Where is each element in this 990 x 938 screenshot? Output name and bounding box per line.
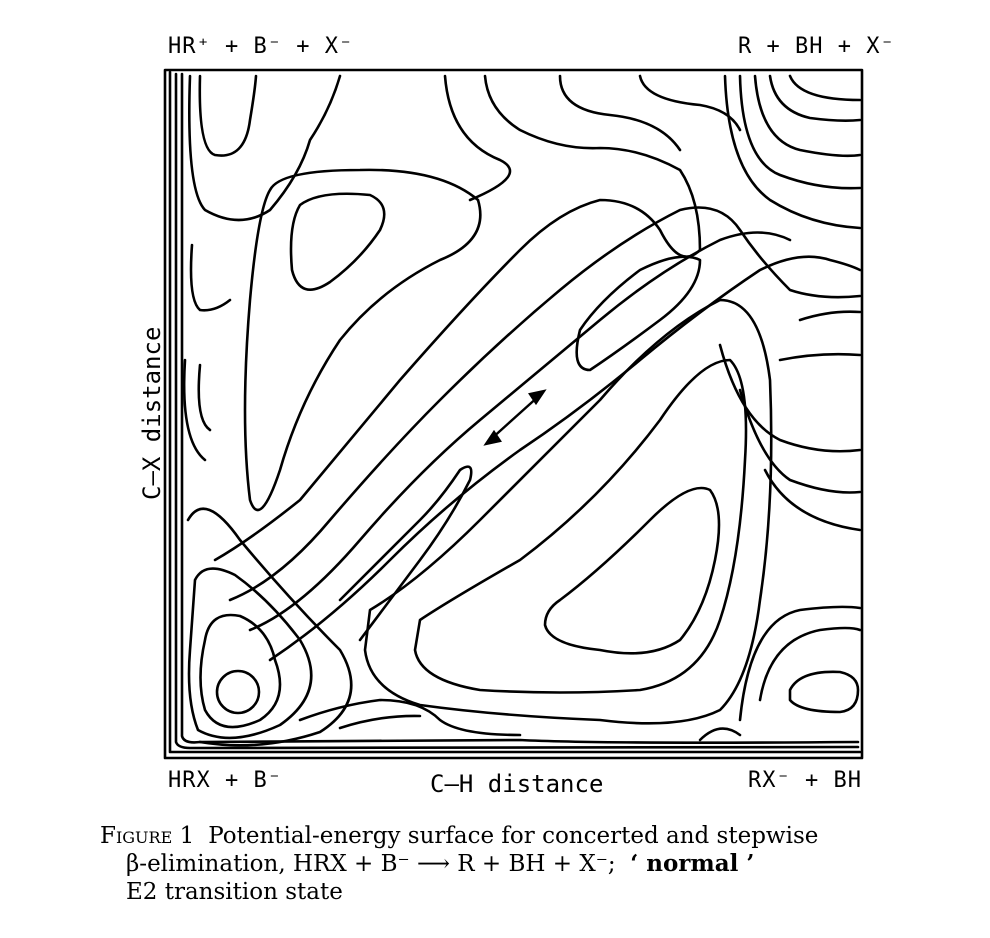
x-axis-label: C–H distance [430,770,604,798]
contour-well-1 [199,613,282,729]
caption-line-2: β-elimination, HRX + B⁻ ⟶ R + BH + X⁻; ‘… [100,850,980,878]
caption-normal-label: ‘ normal ’ [630,850,755,877]
corner-label-bottom-right: RX⁻ + BH [748,768,862,793]
contour-tr-3 [723,74,862,230]
contour-top-2 [443,74,512,202]
contour-lr-inner [543,486,721,655]
caption-line-1: Potential-energy surface for concerted a… [208,823,819,849]
contour-ul-2 [243,168,482,512]
contour-br-2 [758,626,862,702]
contour-edge-2 [174,72,860,750]
caption-line-3: E2 transition state [126,879,343,905]
contour-well-3 [186,507,353,747]
contour-saddle-2 [575,255,702,372]
contour-saddle-1 [338,465,473,642]
contour-lr-3 [363,298,773,725]
caption-reaction-left: β-elimination, HRX + B⁻ [126,851,410,877]
contour-top-4 [638,74,742,132]
contour-tr-5 [788,74,862,102]
contour-tr-4 [768,74,862,122]
contour-diag-4 [268,255,862,662]
contour-diag-2 [228,206,862,602]
contour-tr-1 [753,74,862,158]
contour-bottom-1 [298,698,522,737]
contour-left-top [198,74,258,157]
contour-left-mid-2 [197,363,212,432]
contour-br-inner [788,670,860,714]
contour-right-5 [763,468,862,532]
contour-top-3 [558,74,682,152]
contour-edge-3 [180,72,860,744]
contour-lr-2 [413,358,748,694]
double-arrow-icon [483,389,547,446]
corner-label-top-right: R + BH + X⁻ [738,34,895,59]
reaction-arrow-icon: ⟶ [416,851,450,877]
contour-br-4 [698,727,742,742]
contour-br-3 [738,605,862,722]
contour-right-3 [718,343,862,453]
contour-ul-inner [289,192,386,291]
caption-reaction-right: R + BH + X⁻; [457,851,616,877]
contour-left-top-2 [188,74,342,222]
figure-number: Figure 1 [100,823,195,849]
corner-label-top-left: HR⁺ + B⁻ + X⁻ [168,34,354,59]
contour-top-1 [483,74,702,252]
contour-diag-1 [213,198,702,562]
contour-bottom-2 [338,714,422,730]
plot-frame [163,68,864,760]
figure-caption: Figure 1 Potential-energy surface for con… [100,822,980,906]
y-axis-label: C–X distance [138,326,166,500]
contour-right-1 [798,310,862,322]
contour-left-mid [189,243,232,312]
corner-label-bottom-left: HRX + B⁻ [168,768,282,793]
contour-right-2 [778,352,862,362]
contour-well-2 [187,567,313,740]
contour-well-center [215,669,261,715]
contour-tr-2 [738,74,862,190]
contour-left-mid-3 [182,358,207,462]
contour-edge-1 [168,70,862,754]
contour-right-4 [738,388,862,494]
contour-diag-3 [248,231,792,632]
